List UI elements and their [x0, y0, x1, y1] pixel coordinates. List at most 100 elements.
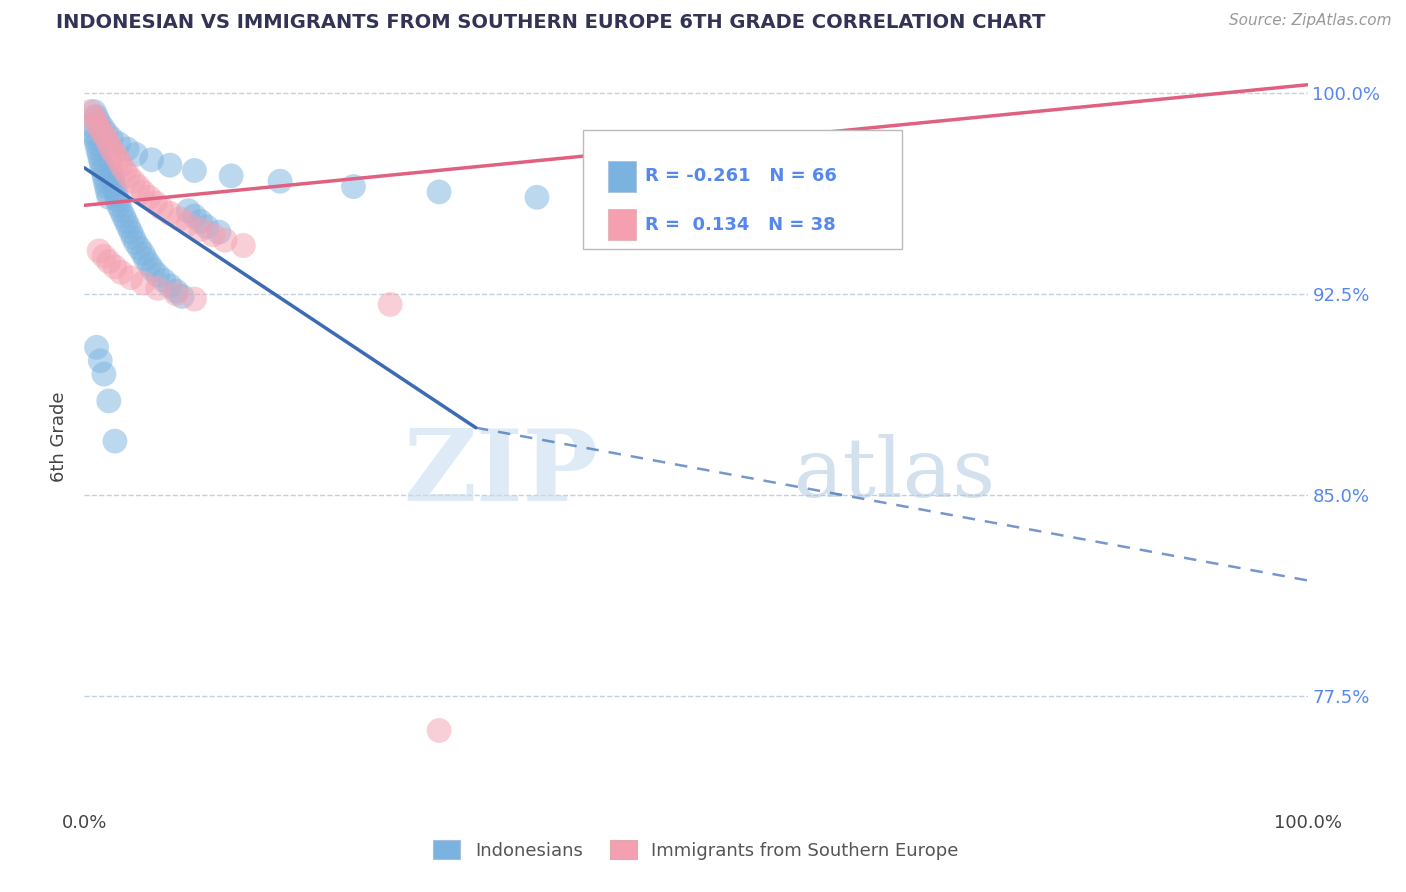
Point: [232, 238, 254, 252]
Point: [91, 126, 114, 140]
Point: [427, 185, 450, 199]
Point: [93, 367, 115, 381]
Point: [91, 120, 114, 135]
Point: [427, 723, 450, 738]
Point: [208, 225, 231, 239]
Point: [201, 227, 224, 242]
Point: [132, 185, 155, 199]
Point: [183, 292, 205, 306]
Point: [153, 273, 176, 287]
Point: [83, 110, 105, 124]
Point: [165, 284, 187, 298]
Point: [110, 265, 132, 279]
Point: [110, 203, 132, 218]
Point: [89, 153, 111, 167]
Point: [82, 126, 104, 140]
Point: [87, 120, 110, 135]
Point: [526, 190, 548, 204]
Point: [104, 260, 127, 274]
Point: [146, 281, 169, 295]
Point: [177, 203, 200, 218]
Point: [97, 393, 120, 408]
Point: [89, 353, 111, 368]
Point: [96, 126, 118, 140]
Point: [115, 142, 138, 156]
Point: [342, 179, 364, 194]
Point: [143, 195, 166, 210]
Point: [94, 174, 117, 188]
Point: [190, 214, 212, 228]
Point: [87, 115, 110, 129]
Point: [96, 131, 118, 145]
Point: [169, 211, 191, 226]
Point: [97, 136, 120, 151]
Point: [117, 219, 139, 234]
Point: [159, 278, 181, 293]
Point: [97, 190, 120, 204]
Point: [79, 118, 101, 132]
Text: Source: ZipAtlas.com: Source: ZipAtlas.com: [1229, 13, 1392, 29]
Point: [83, 104, 105, 119]
Point: [165, 286, 187, 301]
Point: [125, 147, 148, 161]
Point: [90, 158, 112, 172]
Point: [86, 340, 108, 354]
Text: INDONESIAN VS IMMIGRANTS FROM SOUTHERN EUROPE 6TH GRADE CORRELATION CHART: INDONESIAN VS IMMIGRANTS FROM SOUTHERN E…: [56, 13, 1046, 32]
Point: [86, 115, 108, 129]
Point: [107, 198, 129, 212]
Point: [190, 222, 212, 236]
Point: [172, 289, 194, 303]
Point: [122, 230, 145, 244]
Point: [380, 297, 402, 311]
Point: [159, 206, 181, 220]
Point: [138, 257, 160, 271]
Point: [98, 153, 121, 167]
Point: [104, 147, 127, 161]
Point: [150, 201, 173, 215]
Point: [97, 185, 120, 199]
Point: [100, 131, 122, 145]
Point: [159, 158, 181, 172]
Point: [135, 252, 157, 266]
Text: R =  0.134   N = 38: R = 0.134 N = 38: [645, 216, 835, 234]
Point: [107, 153, 129, 167]
Point: [132, 276, 155, 290]
Point: [141, 153, 163, 167]
Point: [114, 163, 136, 178]
Point: [115, 214, 138, 228]
Point: [110, 158, 132, 172]
Point: [87, 142, 110, 156]
Point: [84, 131, 107, 145]
Point: [125, 235, 148, 250]
Point: [128, 241, 150, 255]
Point: [219, 169, 242, 183]
Point: [96, 179, 118, 194]
Point: [87, 147, 110, 161]
Point: [86, 136, 108, 151]
Point: [100, 166, 122, 180]
Point: [104, 434, 127, 449]
Point: [214, 233, 236, 247]
Point: [127, 179, 149, 194]
Point: [146, 268, 169, 282]
Point: [177, 217, 200, 231]
Point: [105, 193, 128, 207]
Point: [104, 182, 127, 196]
Point: [195, 219, 218, 234]
Point: [100, 142, 122, 156]
Text: R = -0.261   N = 66: R = -0.261 N = 66: [645, 168, 837, 186]
Y-axis label: 6th Grade: 6th Grade: [51, 392, 69, 483]
Point: [86, 110, 108, 124]
Point: [142, 262, 165, 277]
Point: [183, 163, 205, 178]
Point: [120, 225, 142, 239]
Point: [97, 254, 120, 268]
Point: [103, 177, 125, 191]
Legend: Indonesians, Immigrants from Southern Europe: Indonesians, Immigrants from Southern Eu…: [426, 833, 966, 867]
Point: [107, 136, 129, 151]
Point: [101, 171, 124, 186]
Point: [87, 244, 110, 258]
Point: [93, 249, 115, 263]
Point: [122, 174, 145, 188]
Point: [269, 174, 291, 188]
